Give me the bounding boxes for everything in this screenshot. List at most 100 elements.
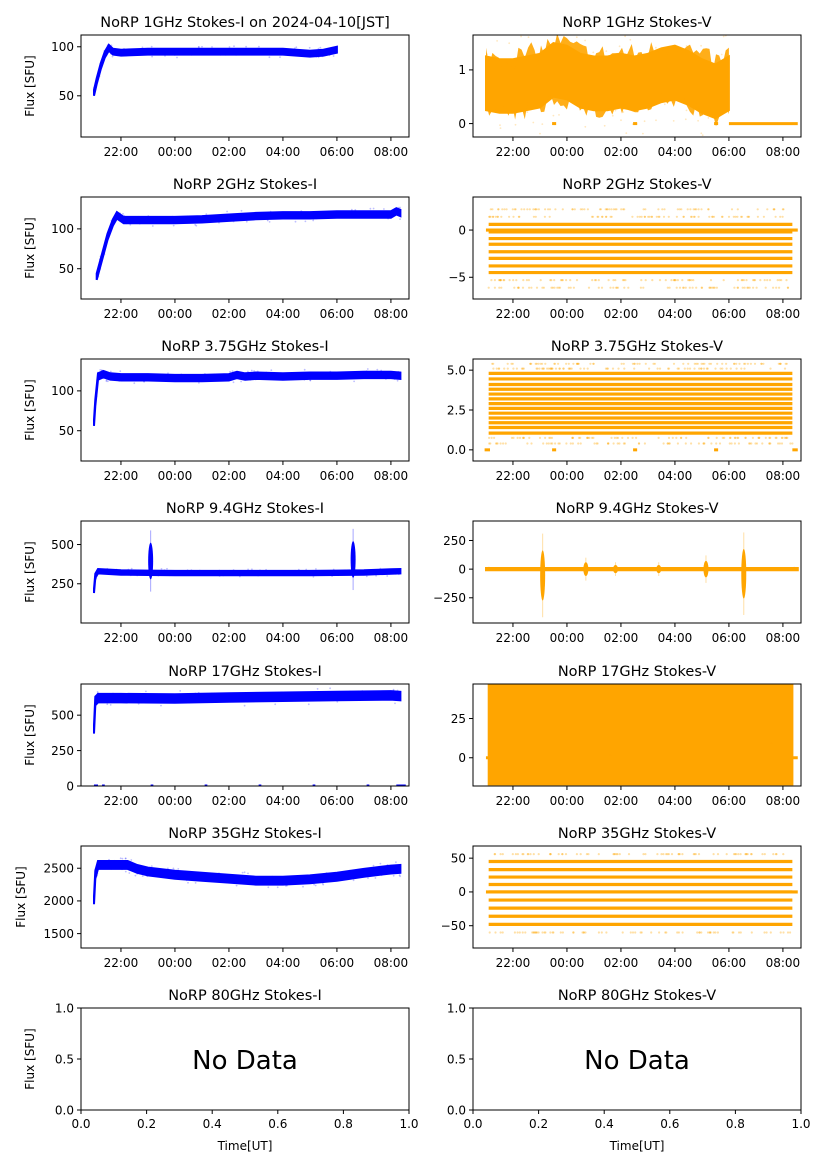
data-point	[171, 215, 174, 218]
data-point	[697, 442, 701, 445]
data-point	[640, 215, 643, 218]
data-point	[141, 866, 144, 868]
data-point	[95, 395, 98, 398]
x-tick-label: 00:00	[158, 469, 193, 483]
data-point	[614, 109, 617, 112]
data-point	[104, 248, 106, 251]
data-point	[521, 286, 525, 289]
data-point	[103, 52, 106, 55]
data-point	[623, 442, 627, 445]
data-point	[516, 436, 519, 439]
data-point	[488, 931, 491, 934]
data-point	[115, 373, 118, 376]
data-point	[721, 436, 724, 439]
data-point	[94, 401, 97, 403]
data-point	[561, 279, 564, 282]
data-point	[618, 853, 621, 856]
data-point	[211, 46, 213, 48]
data-point	[706, 931, 710, 934]
data-point	[529, 362, 532, 365]
data-point	[629, 931, 632, 934]
data-point	[643, 442, 647, 445]
data-point	[277, 570, 279, 573]
data-point	[785, 362, 788, 365]
data-point	[96, 78, 99, 80]
axes-frame	[472, 845, 802, 949]
data-point	[207, 699, 209, 702]
data-point	[235, 884, 238, 887]
data-point	[627, 286, 630, 289]
data-point	[516, 286, 520, 289]
data-point	[352, 214, 354, 217]
panel-35ghz-v: NoRP 35GHz Stokes-V −50 0 50 22:00 00:00 02:00…	[441, 826, 802, 970]
data-point	[756, 215, 760, 218]
data-point	[746, 362, 750, 365]
x-tick-label: 22:00	[496, 145, 531, 159]
data-point	[350, 214, 353, 217]
data-point	[331, 49, 334, 52]
data-point	[532, 853, 535, 856]
data-point	[521, 436, 525, 439]
data-point	[529, 362, 532, 365]
data-point	[688, 279, 691, 282]
data-point	[733, 362, 736, 365]
data-point	[561, 853, 564, 856]
y-tick-label: 2000	[43, 894, 74, 908]
data-point	[130, 859, 133, 861]
data-point	[746, 286, 749, 289]
data-point	[537, 208, 541, 211]
data-point	[398, 874, 401, 877]
data-point	[183, 378, 186, 381]
data-point	[250, 369, 253, 372]
data-point	[672, 279, 676, 282]
data-point	[690, 279, 693, 282]
data-point	[749, 362, 753, 365]
data-point	[610, 208, 613, 211]
data-point	[94, 82, 97, 85]
data-point	[569, 286, 572, 289]
data-point	[240, 209, 243, 212]
data-point	[773, 208, 776, 211]
data-point	[745, 853, 748, 856]
x-tick-label: 0.6	[268, 1117, 287, 1131]
data-point	[732, 215, 735, 218]
data-point	[93, 406, 96, 409]
data-point	[513, 286, 516, 289]
data-point	[616, 853, 619, 856]
data-point	[316, 688, 319, 690]
data-point	[522, 279, 525, 282]
data-point	[139, 376, 142, 379]
data-point	[747, 286, 750, 289]
data-point	[497, 208, 500, 211]
panel-title: NoRP 3.75GHz Stokes-I	[161, 339, 328, 355]
data-point	[151, 225, 154, 227]
data-point	[388, 572, 391, 575]
data-point	[779, 215, 782, 218]
data-point	[780, 436, 784, 439]
data-point	[248, 378, 251, 381]
data-point	[781, 215, 784, 218]
data-point	[615, 286, 619, 289]
data-point	[715, 286, 719, 289]
data-point	[305, 53, 308, 56]
data-point	[279, 56, 281, 58]
data-point	[583, 208, 586, 211]
data-point	[145, 690, 147, 693]
data-point	[639, 286, 643, 289]
panel-title: NoRP 9.4GHz Stokes-V	[556, 501, 719, 517]
data-point	[729, 367, 732, 370]
data-point	[336, 700, 339, 703]
data-point	[492, 362, 495, 365]
data-point	[298, 374, 301, 376]
data-point	[643, 120, 646, 123]
data-point	[95, 869, 97, 872]
data-point	[735, 362, 738, 365]
y-tick-label: 50	[59, 424, 74, 438]
data-point	[756, 208, 759, 211]
data-point	[667, 853, 670, 856]
data-point	[692, 279, 695, 282]
data-point	[620, 119, 622, 122]
data-point	[571, 208, 574, 211]
data-point	[703, 362, 706, 365]
data-point	[530, 362, 533, 365]
